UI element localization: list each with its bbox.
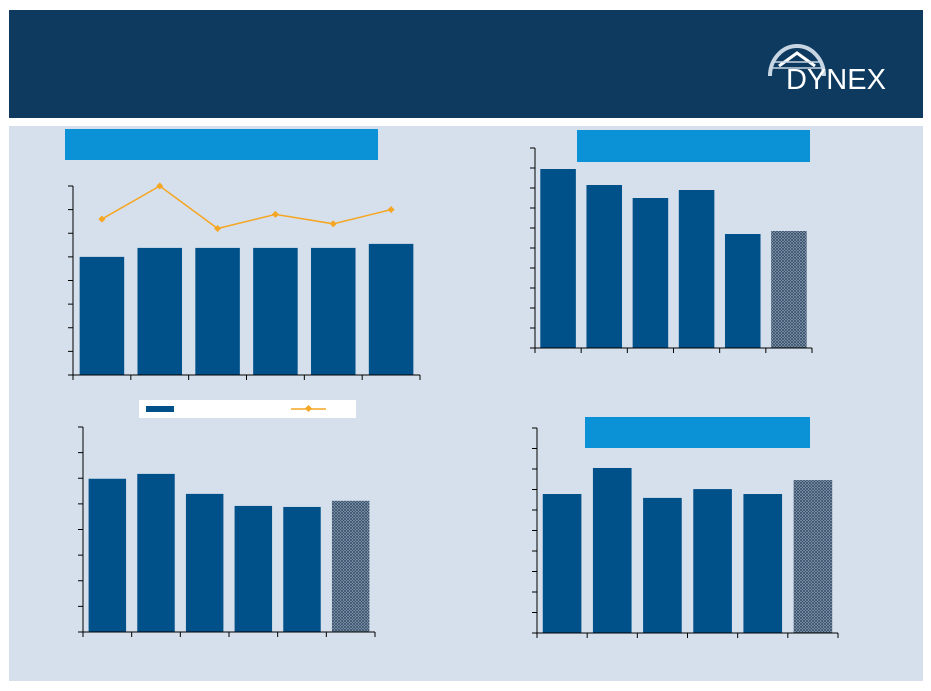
- legend-swatch: [146, 406, 174, 412]
- chart-title-box: [577, 130, 810, 162]
- line-marker: [214, 224, 222, 233]
- bar: [137, 473, 175, 632]
- bar: [793, 480, 833, 633]
- line-marker: [387, 206, 395, 214]
- bar: [592, 467, 632, 633]
- bar: [724, 234, 761, 348]
- chart: [530, 147, 813, 353]
- chart-title-box: [65, 129, 378, 160]
- bar: [542, 494, 582, 633]
- legend-box: [139, 400, 356, 418]
- legend-marker: [304, 404, 313, 413]
- line-marker: [271, 210, 279, 218]
- bar: [693, 489, 732, 633]
- bar: [540, 169, 576, 348]
- chart: [68, 182, 421, 380]
- bar: [310, 247, 356, 375]
- bar: [137, 247, 183, 375]
- bar: [88, 478, 127, 632]
- line-marker: [156, 182, 164, 190]
- bar: [331, 500, 370, 632]
- chart: [78, 426, 376, 637]
- bar: [253, 247, 298, 375]
- bar: [643, 497, 682, 633]
- chart: [532, 427, 839, 638]
- bar: [368, 243, 414, 375]
- bar: [195, 247, 240, 375]
- bar: [771, 231, 807, 348]
- line-marker: [329, 220, 337, 228]
- bar: [283, 506, 321, 632]
- line-series: [101, 185, 392, 230]
- bar: [678, 190, 715, 348]
- line-marker: [98, 215, 106, 223]
- logo: DYNEX: [768, 44, 886, 96]
- logo-text: DYNEX: [786, 64, 886, 96]
- bar: [586, 185, 623, 348]
- bar: [234, 505, 273, 632]
- legend: [139, 400, 356, 418]
- bar: [79, 256, 125, 375]
- bar: [743, 494, 783, 633]
- bar: [632, 198, 669, 348]
- chart-title-box: [585, 417, 810, 448]
- bar: [185, 493, 224, 632]
